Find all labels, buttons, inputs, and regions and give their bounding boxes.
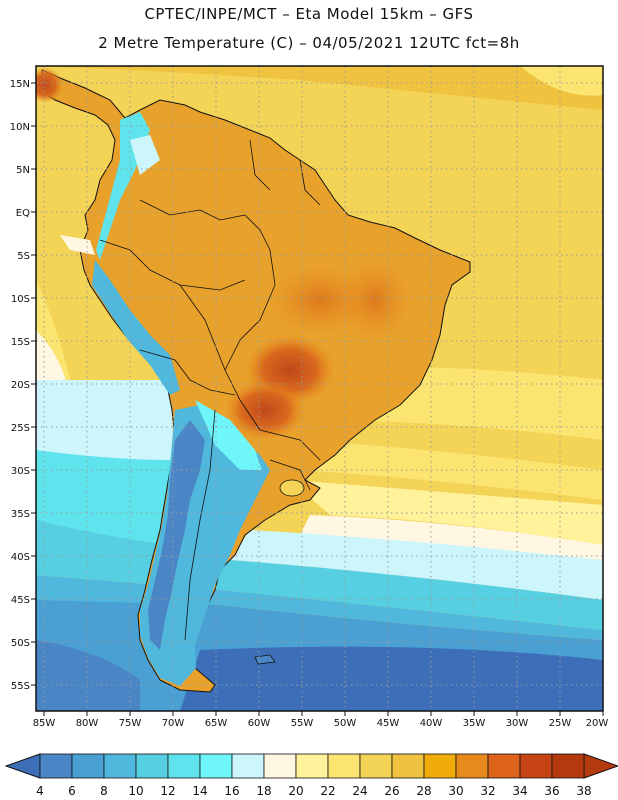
lat-label: 10S bbox=[11, 294, 30, 305]
lon-label: 30W bbox=[506, 718, 529, 729]
lat-label: 15N bbox=[10, 79, 30, 90]
country-borders bbox=[99, 139, 321, 641]
lon-label: 20W bbox=[586, 718, 609, 729]
lat-label: 15S bbox=[11, 337, 30, 348]
lat-label: 5N bbox=[16, 165, 30, 176]
lon-label: 70W bbox=[162, 718, 185, 729]
colorbar-low-arrow bbox=[4, 753, 41, 779]
chart-title-line2: 2 Metre Temperature (C) – 04/05/2021 12U… bbox=[98, 34, 520, 52]
lon-label: 55W bbox=[291, 718, 314, 729]
colorbar-swatch bbox=[391, 753, 425, 779]
colorbar-swatch bbox=[231, 753, 265, 779]
colorbar-swatch bbox=[455, 753, 489, 779]
chart-title-line1: CPTEC/INPE/MCT – Eta Model 15km – GFS bbox=[144, 5, 474, 23]
colorbar-swatch bbox=[263, 753, 297, 779]
lon-label: 35W bbox=[463, 718, 486, 729]
lat-label: 55S bbox=[11, 681, 30, 692]
lon-label: 80W bbox=[76, 718, 99, 729]
lon-label: 85W bbox=[33, 718, 56, 729]
colorbar-label: 32 bbox=[480, 784, 495, 798]
lat-label: 35S bbox=[11, 509, 30, 520]
colorbar-label: 20 bbox=[288, 784, 303, 798]
latitude-labels: 15N 10N 5N EQ 5S 10S 15S 20S 25S 30S 35S… bbox=[10, 79, 30, 692]
lat-label: 10N bbox=[10, 122, 30, 133]
lon-label: 25W bbox=[549, 718, 572, 729]
lon-label: 40W bbox=[420, 718, 443, 729]
lat-label: EQ bbox=[16, 208, 30, 219]
lon-label: 50W bbox=[334, 718, 357, 729]
lat-label: 50S bbox=[11, 638, 30, 649]
colorbar-swatch bbox=[487, 753, 521, 779]
temperature-field bbox=[36, 66, 603, 711]
colorbar-label: 26 bbox=[384, 784, 399, 798]
lat-label: 25S bbox=[11, 423, 30, 434]
lat-label: 40S bbox=[11, 552, 30, 563]
colorbar-swatch bbox=[359, 753, 393, 779]
colorbar: 4 6 8 10 12 14 16 18 20 22 24 26 28 30 3… bbox=[4, 753, 618, 798]
lat-label: 30S bbox=[11, 466, 30, 477]
colorbar-swatch bbox=[135, 753, 169, 779]
lat-label: 5S bbox=[17, 251, 30, 262]
colorbar-swatch bbox=[327, 753, 361, 779]
colorbar-label: 38 bbox=[576, 784, 591, 798]
lon-label: 60W bbox=[248, 718, 271, 729]
colorbar-label: 4 bbox=[36, 784, 44, 798]
colorbar-swatch bbox=[551, 753, 585, 779]
colorbar-label: 28 bbox=[416, 784, 431, 798]
colorbar-swatch bbox=[199, 753, 233, 779]
lon-label: 75W bbox=[119, 718, 142, 729]
colorbar-label: 6 bbox=[68, 784, 76, 798]
colorbar-label: 16 bbox=[224, 784, 239, 798]
colorbar-swatch bbox=[39, 753, 73, 779]
colorbar-label: 8 bbox=[100, 784, 108, 798]
colorbar-label: 22 bbox=[320, 784, 335, 798]
colorbar-label: 24 bbox=[352, 784, 367, 798]
colorbar-label: 30 bbox=[448, 784, 463, 798]
colorbar-swatch bbox=[423, 753, 457, 779]
colorbar-label: 12 bbox=[160, 784, 175, 798]
colorbar-swatch bbox=[71, 753, 105, 779]
lat-label: 45S bbox=[11, 595, 30, 606]
map-frame bbox=[35, 65, 604, 712]
colorbar-label: 18 bbox=[256, 784, 271, 798]
colorbar-label: 36 bbox=[544, 784, 559, 798]
colorbar-label: 34 bbox=[512, 784, 527, 798]
colorbar-swatch bbox=[167, 753, 201, 779]
colorbar-high-arrow bbox=[583, 753, 618, 779]
colorbar-label: 14 bbox=[192, 784, 207, 798]
axis-ticks bbox=[31, 82, 604, 716]
lon-label: 65W bbox=[205, 718, 228, 729]
longitude-labels: 85W 80W 75W 70W 65W 60W 55W 50W 45W 40W … bbox=[33, 718, 609, 729]
colorbar-swatch bbox=[103, 753, 137, 779]
lon-label: 45W bbox=[377, 718, 400, 729]
colorbar-label: 10 bbox=[128, 784, 143, 798]
colorbar-swatch bbox=[295, 753, 329, 779]
lat-label: 20S bbox=[11, 380, 30, 391]
colorbar-swatch bbox=[519, 753, 553, 779]
